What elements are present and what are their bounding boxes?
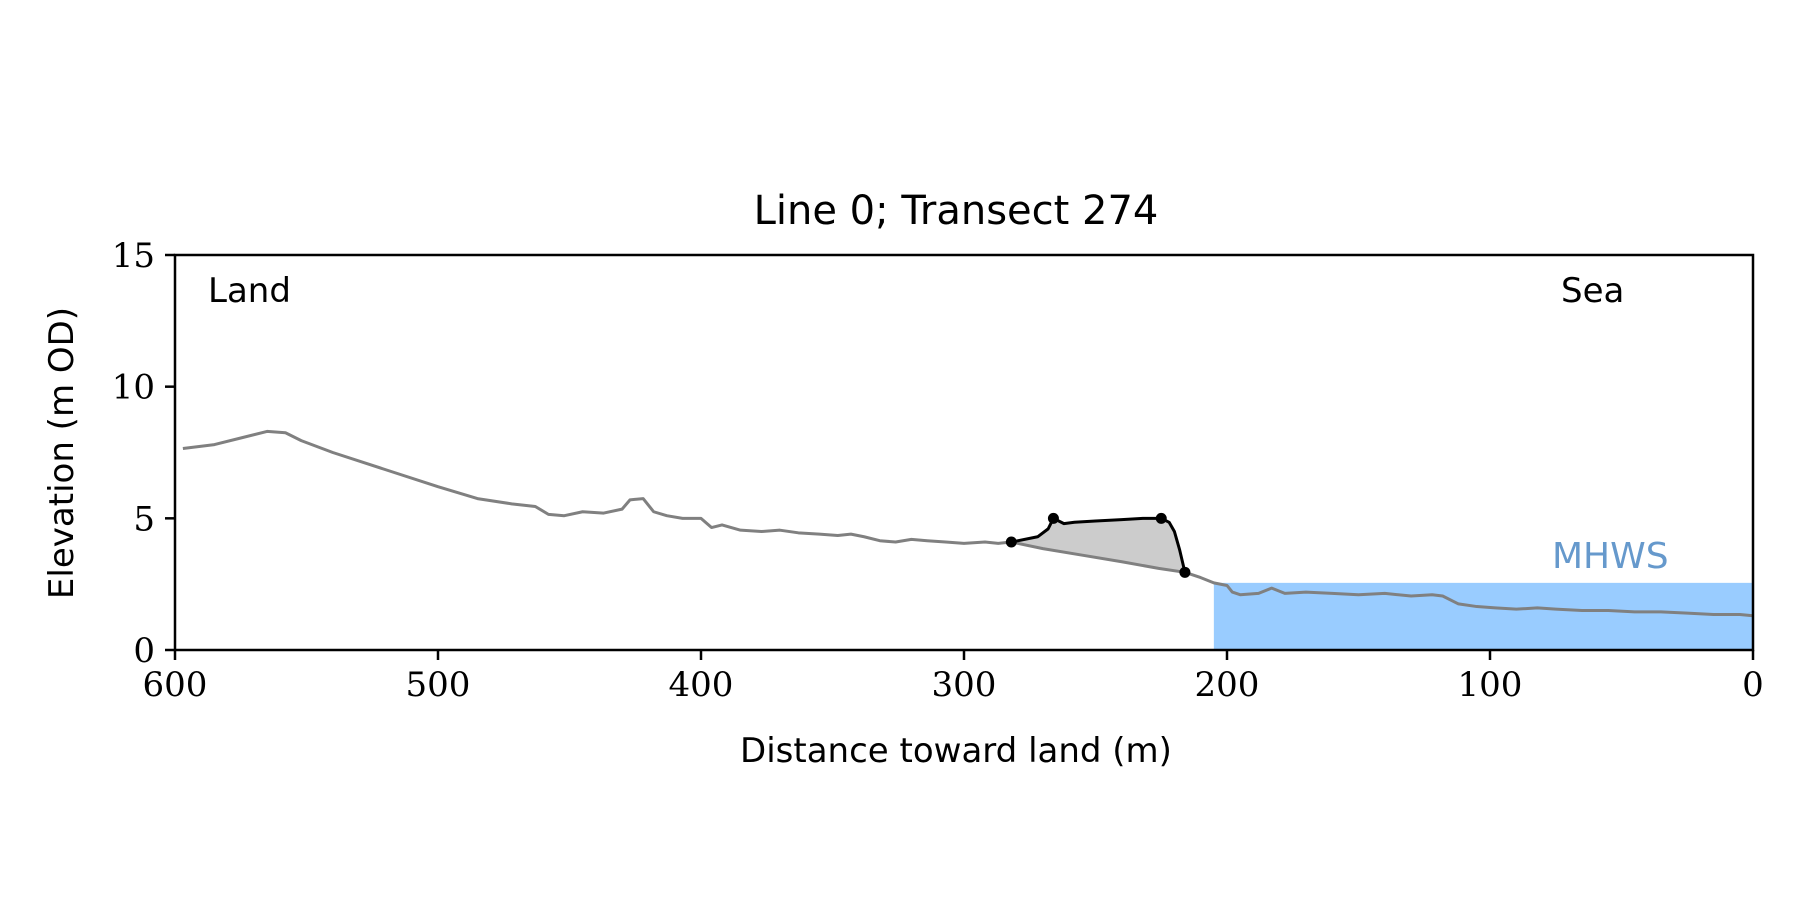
ground-profile-line (182, 429, 1754, 618)
plot-frame (173, 253, 1755, 652)
y-tick-label: 0 (133, 631, 155, 671)
land-annotation: Land (208, 271, 291, 311)
y-tick-label: 5 (133, 499, 155, 539)
feature-marker (1155, 512, 1167, 524)
chart-title: Line 0; Transect 274 (754, 188, 1159, 234)
x-tick-label: 200 (1195, 665, 1260, 705)
x-tick-label: 600 (143, 665, 208, 705)
x-axis-label: Distance toward land (m) (740, 731, 1172, 771)
y-axis-label: Elevation (m OD) (42, 307, 82, 599)
mhws-band (1213, 582, 1753, 650)
x-tick-label: 500 (406, 665, 471, 705)
x-tick-label: 0 (1742, 665, 1764, 705)
x-tick-label: 100 (1458, 665, 1523, 705)
axis-ticks: 600 500 400 300 200 100 0 0 5 10 15 (112, 236, 1764, 705)
x-tick-label: 300 (932, 665, 997, 705)
y-tick-label: 10 (112, 368, 155, 408)
x-tick-label: 400 (669, 665, 734, 705)
feature-line (1011, 516, 1187, 573)
feature-fill (1011, 518, 1185, 573)
feature-marker (1005, 536, 1017, 548)
plot-area (182, 429, 1754, 650)
feature-marker (1047, 512, 1059, 524)
mhws-label: MHWS (1552, 536, 1669, 577)
y-tick-label: 15 (112, 236, 155, 276)
feature-marker (1179, 566, 1191, 578)
sea-annotation: Sea (1561, 271, 1624, 311)
